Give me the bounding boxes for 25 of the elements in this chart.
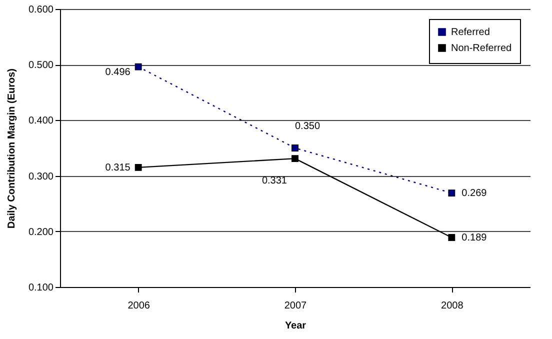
y-tick-label: 0.600	[28, 4, 54, 16]
data-label: 0.269	[462, 188, 488, 200]
point	[134, 164, 142, 171]
y-tick-label: 0.400	[28, 116, 54, 127]
y-tick-label: 0.500	[28, 60, 54, 72]
legend-label: Referred	[451, 27, 490, 38]
data-label: 0.315	[105, 162, 131, 174]
data-label: 0.350	[295, 121, 320, 132]
point	[134, 63, 142, 70]
x-tick-label: 2006	[128, 300, 150, 312]
y-tick-label: 0.300	[28, 171, 54, 182]
data-label: 0.331	[262, 176, 288, 187]
data-label: 0.189	[462, 232, 488, 244]
data-label: 0.496	[105, 66, 131, 78]
x-tick-label: 2007	[284, 300, 308, 312]
point	[448, 234, 456, 241]
y-axis-title: Daily Contribution Margin (Euros)	[6, 68, 18, 228]
y-tick-label: 0.200	[28, 226, 54, 238]
legend-label: Non-Referred	[451, 43, 512, 54]
point	[448, 190, 456, 196]
y-tick-label: 0.100	[28, 282, 54, 294]
x-tick-label: 2008	[441, 300, 464, 312]
x-axis-title: Year	[284, 320, 306, 332]
point	[292, 144, 298, 152]
point	[292, 155, 298, 162]
